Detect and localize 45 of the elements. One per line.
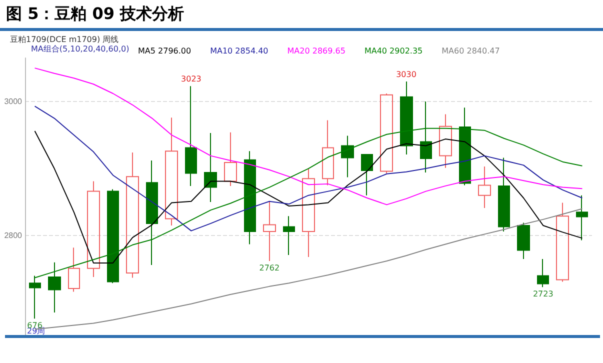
annotation: 2762 [259, 263, 280, 272]
candlestick [420, 101, 432, 174]
candlestick [361, 154, 373, 196]
candlestick [439, 114, 452, 168]
candlestick [498, 157, 510, 232]
candlestick [29, 275, 41, 320]
candlestick [107, 188, 119, 284]
candlestick [263, 202, 276, 262]
candlestick [400, 80, 413, 155]
line-series [34, 68, 583, 206]
candlestick [537, 258, 549, 288]
candlestick [302, 168, 315, 258]
candlestick [48, 262, 61, 314]
annotation: 3023 [181, 74, 202, 84]
legend-title: MA组合(5,10,20,40,60,0) [31, 44, 130, 54]
text: MA5 2796.00 [138, 46, 192, 56]
candlestick [146, 160, 158, 266]
candlestick [87, 180, 100, 278]
candlestick [204, 132, 217, 203]
candlestick [322, 120, 334, 186]
candlestick [556, 202, 569, 282]
candlestick [380, 93, 393, 174]
candlestick [126, 152, 139, 278]
candlestick [459, 107, 471, 186]
text: MA10 2854.40 [210, 46, 268, 56]
line-series [34, 106, 583, 232]
candlestick [576, 194, 588, 241]
text: MA60 2840.47 [442, 46, 500, 56]
candlestick [478, 166, 491, 209]
candlestick [283, 216, 295, 256]
candlestick [341, 135, 354, 178]
candlestick [68, 247, 80, 292]
candlestick [244, 150, 256, 245]
chart-subtitle: 豆粕1709(DCE m1709) 周线 [10, 34, 119, 45]
annotation: 2723 [532, 290, 554, 299]
text: MA20 2869.65 [287, 46, 346, 56]
candlestick [185, 86, 197, 186]
y-tick-label: 2800 [4, 231, 23, 240]
text: MA40 2902.35 [364, 46, 423, 56]
chart-title: 图 5：豆粕 09 技术分析 [6, 4, 184, 25]
candlestick [224, 132, 237, 186]
candlestick [165, 117, 178, 226]
candlestick [517, 222, 530, 260]
y-tick-label: 3000 [4, 97, 23, 106]
annotation: 3030 [396, 70, 416, 79]
